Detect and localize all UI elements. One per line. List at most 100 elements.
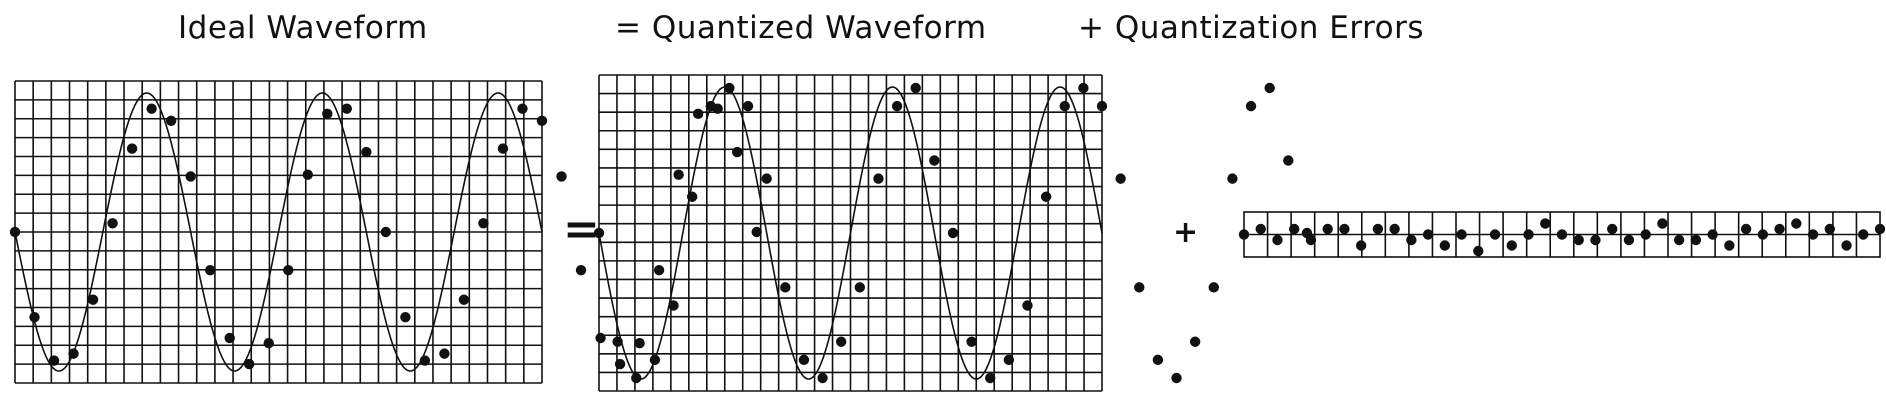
quantized-sample-point <box>780 282 791 293</box>
error-sample-point <box>1607 223 1618 235</box>
error-sample-point <box>1673 234 1685 246</box>
plus-operator: + <box>1173 215 1199 250</box>
error-sample-point <box>1289 223 1300 235</box>
quantized-sample-point <box>966 336 977 347</box>
error-sample-point <box>1623 234 1635 246</box>
ideal-sample-point <box>283 265 294 276</box>
quantized-sample-point <box>854 282 866 293</box>
error-sample-point <box>1556 229 1568 240</box>
error-sample-point <box>1824 223 1835 235</box>
quantization-errors-panel <box>1238 211 1886 258</box>
ideal-sample-point <box>9 226 21 238</box>
error-sample-point <box>1724 240 1735 251</box>
quantized-sample-point <box>1264 82 1275 94</box>
ideal-sample-point <box>87 294 99 305</box>
quantized-sample-point <box>817 372 828 384</box>
error-sample-point <box>1523 229 1534 240</box>
ideal-sample-point <box>439 348 450 359</box>
quantized-sample-point <box>947 227 959 239</box>
ideal-sample-point <box>400 311 411 323</box>
ideal-sample-point <box>536 115 548 126</box>
quantized-sample-point <box>1040 191 1052 202</box>
quantized-sample-point <box>593 227 605 239</box>
quantized-sample-point <box>929 155 940 166</box>
ideal-sample-point <box>419 355 431 366</box>
quantized-sample-point <box>835 336 847 347</box>
error-sample-point <box>1389 223 1400 235</box>
ideal-sample-point <box>361 146 372 158</box>
error-sample-point <box>1740 223 1752 235</box>
quantized-sample-point <box>742 100 754 112</box>
error-sample-point <box>1774 223 1785 235</box>
error-sample-point <box>1791 218 1802 229</box>
quantized-sample-point <box>1003 354 1015 366</box>
quantized-sample-point <box>761 173 772 184</box>
quantized-waveform-title: = Quantized Waveform <box>615 10 987 46</box>
quantized-sample-point <box>1059 100 1070 112</box>
ideal-sample-point <box>185 171 196 182</box>
error-sample-point <box>1255 223 1266 235</box>
quantized-sample-point <box>1227 173 1238 184</box>
error-sample-point <box>1422 229 1434 240</box>
error-sample-point <box>1540 218 1551 229</box>
quantized-sample-point <box>668 300 679 311</box>
error-sample-point <box>1506 240 1517 251</box>
ideal-sample-point <box>146 103 157 114</box>
ideal-sample-point <box>322 108 333 120</box>
equals-operator: = <box>563 204 600 255</box>
quantized-sample-point <box>1134 282 1145 293</box>
ideal-sample-point <box>68 348 79 359</box>
ideal-sample-point <box>29 311 40 323</box>
quantized-sample-point <box>631 372 642 384</box>
ideal-sample-point <box>263 338 274 349</box>
ideal-sample-point <box>107 218 118 229</box>
error-sample-point <box>1841 240 1852 251</box>
ideal-sample-point <box>653 265 665 276</box>
error-sample-point <box>1272 234 1283 246</box>
quantized-sample-point <box>724 82 735 94</box>
error-sample-point <box>1807 229 1819 240</box>
ideal-sample-point <box>48 355 60 366</box>
ideal-sample-point <box>341 103 353 114</box>
quantized-sample-point <box>1115 173 1126 184</box>
ideal-sample-point <box>204 265 216 276</box>
quantized-sample-point <box>798 354 810 366</box>
quantized-sample-point <box>1152 354 1164 366</box>
quantized-sample-point <box>1208 282 1219 293</box>
error-sample-point <box>1355 240 1367 251</box>
ideal-sample-point <box>380 226 392 238</box>
ideal-sample-point <box>751 226 762 238</box>
error-sample-point <box>1238 229 1250 240</box>
quantized-sample-point <box>1096 100 1108 112</box>
quantized-sample-point <box>1283 155 1294 166</box>
ideal-sample-point <box>517 103 528 114</box>
ideal-curve <box>14 92 543 372</box>
ideal-waveform-panel <box>9 80 762 384</box>
ideal-waveform-title: Ideal Waveform <box>178 10 428 46</box>
quantized-grid <box>598 74 1103 392</box>
error-sample-point <box>1489 229 1501 240</box>
ideal-sample-point <box>458 294 470 305</box>
error-sample-point <box>1322 223 1333 235</box>
error-sample-point <box>1874 223 1886 235</box>
error-sample-point <box>1372 223 1384 235</box>
error-sample-point <box>1590 234 1601 246</box>
ideal-sample-point <box>556 171 567 182</box>
ideal-sample-point <box>244 358 255 370</box>
quantized-sample-point <box>1245 100 1257 112</box>
error-sample-point <box>1657 218 1668 229</box>
quantized-sample-point <box>1171 372 1182 384</box>
ideal-sample-point <box>302 169 313 180</box>
quantized-sample-point <box>612 336 623 347</box>
error-sample-point <box>1707 229 1718 240</box>
quantized-sample-point <box>686 191 698 202</box>
quantized-sample-point <box>1189 336 1201 347</box>
ideal-sample-point <box>478 218 489 229</box>
quantized-sample-point <box>705 100 716 112</box>
error-sample-point <box>1339 223 1350 235</box>
quantized-sample-point <box>910 82 921 94</box>
error-sample-point <box>1640 229 1651 240</box>
quantized-waveform-panel <box>593 74 1313 392</box>
quantized-curve <box>598 86 1103 380</box>
ideal-sample-point <box>224 332 235 344</box>
